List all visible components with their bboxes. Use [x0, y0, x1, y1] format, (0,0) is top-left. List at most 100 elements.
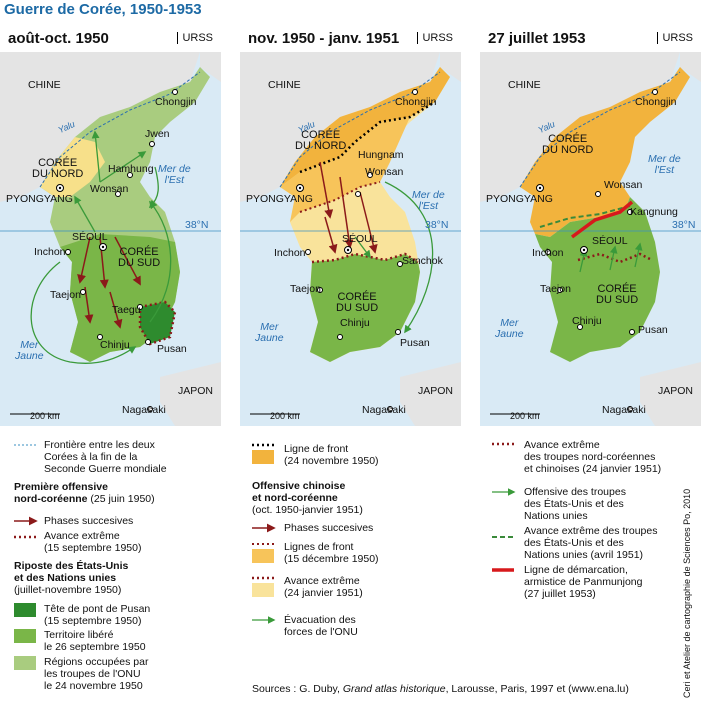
label-south-korea: CORÉE DU SUD [336, 291, 379, 314]
legend-frontier: Frontière entre les deux Corées à la fin… [44, 439, 167, 475]
city-chongjin: Chongjin [635, 96, 677, 108]
city-pyongyang: PYONGYANG [246, 193, 313, 205]
label-north-korea: CORÉE DU NORD [542, 133, 594, 156]
legend-libere: Territoire libéré le 26 septembre 1950 [44, 629, 146, 653]
map-2-graphic [240, 22, 461, 426]
city-chinju: Chinju [340, 317, 370, 329]
legend-lignes: Lignes de front (15 décembre 1950) [284, 541, 379, 565]
legend-offensive-cn-date: (oct. 1950-janvier 1951) [252, 504, 363, 516]
city-inchon: Inchon [532, 247, 564, 259]
city-taejon: Taejon [540, 283, 571, 295]
label-38n: 38°N [185, 219, 209, 231]
label-north-korea: CORÉE DU NORD [32, 157, 84, 180]
label-38n: 38°N [672, 219, 696, 231]
legend-offensive-nk-title: Première offensive nord-coréenne [14, 481, 108, 505]
label-sea-yellow: Mer Jaune [495, 317, 524, 340]
map-panel-1: août-oct. 1950 URSS CHINE Yalu Chongjin … [0, 22, 221, 426]
city-nagasaki: Nagasaki [362, 404, 406, 416]
label-ussr: URSS [657, 32, 693, 44]
legend-riposte-date: (juillet-novembre 1950) [14, 584, 122, 596]
label-japan: JAPON [658, 385, 694, 397]
map-panel-2: nov. 1950 - janv. 1951 URSS CHINE Yalu C… [240, 22, 461, 426]
page-title: Guerre de Corée, 1950-1953 [4, 1, 202, 18]
label-sea-east: Mer de l'Est [412, 189, 445, 212]
city-seoul: SÉOUL [342, 233, 378, 245]
legend-offensive-nk: Première offensive nord-coréenne (25 jui… [14, 481, 155, 505]
scale-label: 200 km [270, 411, 300, 421]
legend-riposte-title-text: Riposte des États-Unis et des Nations un… [14, 560, 129, 584]
label-china: CHINE [28, 79, 61, 91]
label-sea-yellow: Mer Jaune [255, 321, 284, 344]
city-hungnam: Hungnam [358, 149, 404, 161]
city-seoul: SÉOUL [592, 235, 628, 247]
city-inchon: Inchon [34, 246, 66, 258]
city-pusan: Pusan [400, 337, 430, 349]
label-south-korea: CORÉE DU SUD [118, 246, 161, 269]
legend-offensive-cn-title: Offensive chinoise et nord-coréenne [252, 480, 346, 504]
scale-label: 200 km [510, 411, 540, 421]
label-38n: 38°N [425, 219, 449, 231]
label-north-korea: CORÉE DU NORD [295, 129, 347, 152]
city-pusan: Pusan [638, 324, 668, 336]
city-pusan: Pusan [157, 343, 187, 355]
legend-phases-1: Phases succesives [44, 515, 134, 527]
legend-symbols [14, 442, 516, 670]
panel-3-title: 27 juillet 1953 [488, 30, 586, 47]
city-chinju: Chinju [572, 315, 602, 327]
city-hamhung: Hamhung [108, 163, 154, 175]
sources-prefix: Sources : G. Duby, [252, 683, 343, 695]
legend-occupees: Régions occupées par les troupes de l'ON… [44, 656, 149, 692]
legend-avance-1: Avance extrême (15 septembre 1950) [44, 530, 142, 554]
label-sea-east: Mer de l'Est [158, 163, 191, 186]
legend-evacuation: Évacuation des forces de l'ONU [284, 614, 358, 638]
city-kangnung: Kangnung [630, 206, 678, 218]
label-south-korea: CORÉE DU SUD [596, 283, 639, 306]
label-ussr: URSS [417, 32, 453, 44]
legend-pusan: Tête de pont de Pusan (15 septembre 1950… [44, 603, 151, 627]
map-panel-3: 27 juillet 1953 URSS CHINE Yalu Chongjin… [480, 22, 701, 426]
map-3-graphic [480, 22, 701, 426]
city-taejon: Taejon [290, 283, 321, 295]
legend-avance-us: Avance extrême des troupes des États-Uni… [524, 525, 658, 561]
city-chongjin: Chongjin [155, 96, 197, 108]
city-jwen: Jwen [145, 128, 170, 140]
city-nagasaki: Nagasaki [602, 404, 646, 416]
panel-2-title: nov. 1950 - janv. 1951 [248, 30, 400, 47]
panel-1-title: août-oct. 1950 [8, 30, 109, 47]
sources: Sources : G. Duby, Grand atlas historiqu… [252, 683, 629, 695]
label-china: CHINE [508, 79, 541, 91]
legend-riposte-title: Riposte des États-Unis et des Nations un… [14, 560, 128, 584]
city-pyongyang: PYONGYANG [6, 193, 73, 205]
city-wonsan: Wonsan [90, 183, 129, 195]
map-1-graphic [0, 22, 221, 426]
sources-suffix: , Larousse, Paris, 1997 et (www.ena.lu) [445, 683, 629, 695]
city-taegu: Taegu [112, 304, 141, 316]
legend-front: Ligne de front (24 novembre 1950) [284, 443, 379, 467]
city-sanchok: Sanchok [402, 255, 443, 267]
legend-avance-2: Avance extrême (24 janvier 1951) [284, 575, 363, 599]
legend-phases-2: Phases succesives [284, 522, 374, 534]
label-japan: JAPON [418, 385, 454, 397]
label-sea-yellow: Mer Jaune [15, 339, 44, 362]
city-wonsan: Wonsan [365, 166, 404, 178]
label-japan: JAPON [178, 385, 214, 397]
city-pyongyang: PYONGYANG [486, 193, 553, 205]
legend-offensive-us: Offensive des troupes des États-Unis et … [524, 486, 626, 522]
credit: Ceri et Atelier de cartographie de Scien… [682, 488, 692, 698]
label-sea-east: Mer de l'Est [648, 153, 681, 176]
city-taejon: Taejon [50, 289, 81, 301]
city-nagasaki: Nagasaki [122, 404, 166, 416]
legend-offensive-cn: Offensive chinoise et nord-coréenne [252, 480, 345, 504]
city-seoul: SÉOUL [72, 231, 108, 243]
legend-offensive-nk-date: (25 juin 1950) [87, 493, 155, 505]
city-chongjin: Chongjin [395, 96, 437, 108]
city-chinju: Chinju [100, 339, 130, 351]
city-inchon: Inchon [274, 247, 306, 259]
city-wonsan: Wonsan [604, 179, 643, 191]
scale-label: 200 km [30, 411, 60, 421]
sources-title: Grand atlas historique [342, 683, 446, 695]
legend-avance-nk: Avance extrême des troupes nord-coréenne… [524, 439, 662, 475]
label-ussr: URSS [177, 32, 213, 44]
label-china: CHINE [268, 79, 301, 91]
legend-demarcation: Ligne de démarcation, armistice de Panmu… [524, 564, 643, 600]
